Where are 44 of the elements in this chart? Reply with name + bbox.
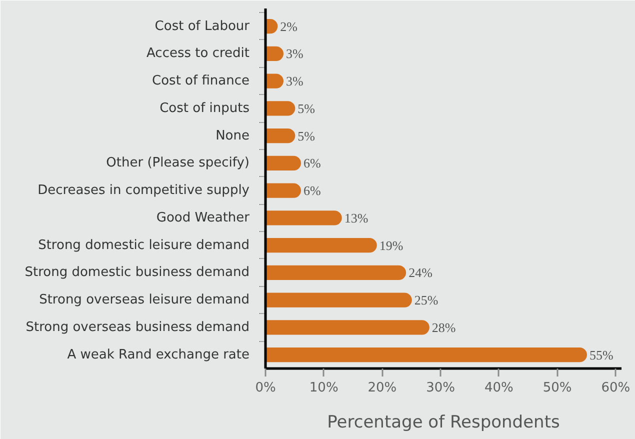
- data-label: 25%: [414, 292, 438, 308]
- x-axis-title: Percentage of Respondents: [327, 412, 560, 432]
- x-tick-label: 60%: [601, 380, 630, 396]
- data-label: 28%: [432, 320, 456, 335]
- y-tick-label: Other (Please specify): [106, 156, 250, 171]
- bar: [266, 128, 296, 144]
- y-tick-label: Cost of finance: [152, 74, 250, 89]
- x-tick-label: 50%: [542, 380, 572, 396]
- data-label: 3%: [286, 74, 304, 89]
- data-label: 19%: [379, 238, 404, 253]
- y-tick-label: Cost of Labour: [154, 18, 250, 34]
- y-tick-label: Decreases in competitive supply: [38, 183, 250, 198]
- data-label: 2%: [280, 18, 298, 34]
- bar: [266, 347, 587, 362]
- bar: [266, 265, 406, 280]
- y-tick-label: Good Weather: [156, 210, 250, 226]
- y-tick-label: Strong overseas business demand: [26, 320, 250, 335]
- y-tick-label: Cost of inputs: [160, 100, 250, 116]
- y-tick-label: Strong domestic business demand: [24, 265, 250, 280]
- y-tick-label: Strong overseas leisure demand: [39, 292, 250, 308]
- bar: [266, 320, 430, 335]
- x-tick-label: 30%: [426, 380, 456, 396]
- data-label: 5%: [298, 100, 316, 116]
- data-label: 55%: [589, 347, 614, 362]
- y-tick-label: A weak Rand exchange rate: [67, 347, 250, 362]
- bar: [266, 292, 412, 308]
- y-tick-label: Strong domestic leisure demand: [38, 238, 250, 253]
- x-tick-label: 20%: [368, 380, 397, 396]
- data-label: 3%: [286, 46, 304, 62]
- bar: [266, 101, 296, 116]
- x-tick-label: 10%: [309, 380, 338, 396]
- data-label: 6%: [304, 183, 322, 198]
- x-tick-label: 40%: [484, 380, 514, 396]
- y-tick-label: Access to credit: [146, 46, 250, 62]
- x-tick-label: 0%: [255, 380, 276, 396]
- bar: [266, 238, 377, 253]
- bar: [266, 183, 302, 198]
- data-label: 6%: [304, 156, 322, 171]
- data-label: 5%: [298, 128, 316, 144]
- data-label: 13%: [344, 210, 368, 226]
- y-tick-label: None: [216, 128, 250, 144]
- bar: [266, 210, 342, 226]
- bar: [266, 156, 302, 171]
- data-label: 24%: [408, 265, 433, 280]
